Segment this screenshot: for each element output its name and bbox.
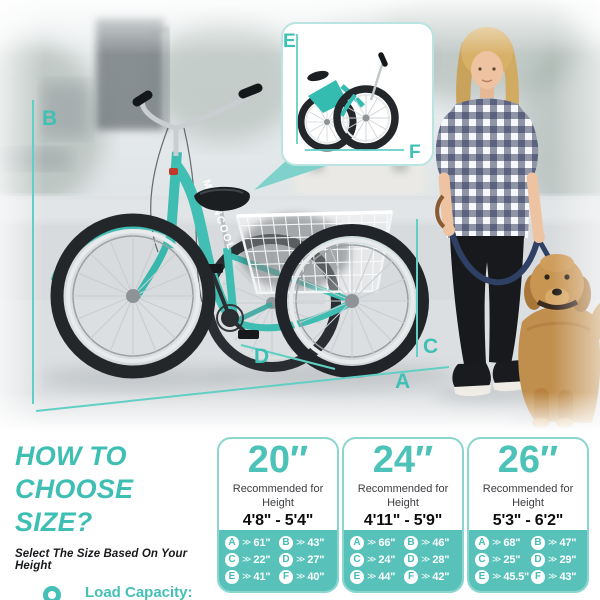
dim-row: F ≫ 40" [279, 569, 331, 584]
dim-row: B ≫ 47" [531, 535, 581, 550]
folded-inset: E F [254, 22, 434, 190]
handlebar [132, 83, 263, 175]
scene-photo: MOONCOOL [0, 0, 600, 430]
dim-row: C ≫ 25" [475, 552, 529, 567]
chevron-icon: ≫ [296, 571, 305, 582]
dim-line-A [35, 366, 450, 412]
chevron-icon: ≫ [492, 537, 501, 548]
dim-row: D ≫ 28" [404, 552, 456, 567]
chooser-intro: HOW TO CHOOSE SIZE? Select The Size Base… [0, 430, 214, 600]
dim-row: E ≫ 41" [225, 569, 277, 584]
chevron-icon: ≫ [367, 537, 376, 548]
dimensions-list: A ≫ 68" B ≫ 47" C ≫ 25" D ≫ 29" E ≫ 45.5" F ≫ 43" [469, 530, 587, 591]
chevron-icon: ≫ [296, 554, 305, 565]
size-chooser-section: HOW TO CHOOSE SIZE? Select The Size Base… [0, 430, 600, 600]
dim-label-B: B [42, 107, 57, 130]
chevron-icon: ≫ [367, 571, 376, 582]
dim-row: E ≫ 45.5" [475, 569, 529, 584]
recommended-text: Recommended for Height [482, 482, 574, 510]
dim-row: C ≫ 24" [350, 552, 402, 567]
wheel-size: 26″ [497, 439, 559, 481]
left-arm [438, 172, 454, 232]
chevron-icon: ≫ [548, 571, 557, 582]
chevron-icon: ≫ [421, 537, 430, 548]
pedal [238, 330, 259, 339]
title-line-1: HOW TO [15, 441, 127, 471]
dim-row: F ≫ 43" [531, 569, 581, 584]
chevron-icon: ≫ [242, 554, 251, 565]
dim-label-A: A [395, 370, 410, 393]
dimensions-list: A ≫ 61" B ≫ 43" C ≫ 22" D ≫ 27" E ≫ 41" F ≫ 40" [219, 530, 337, 591]
chevron-icon: ≫ [367, 554, 376, 565]
woman [435, 27, 561, 396]
dimension-labels: B A D C [42, 107, 438, 393]
wheel-size: 24″ [372, 439, 434, 481]
size-cards: 20″ Recommended for Height 4'8" - 5'4" A… [214, 430, 600, 600]
dim-row: F ≫ 42" [404, 569, 456, 584]
height-range: 5'3" - 6'2" [492, 512, 564, 530]
dim-label-F: F [409, 142, 421, 163]
section-subtitle: Select The Size Based On Your Height [15, 547, 188, 572]
chevron-icon: ≫ [492, 571, 501, 582]
folded-saddle [307, 70, 329, 82]
height-range: 4'8" - 5'4" [242, 512, 314, 530]
load-capacity: Load Capacity: 350LBS [15, 584, 214, 600]
reflector [169, 168, 178, 175]
wheel-size: 20″ [247, 439, 309, 481]
chevron-icon: ≫ [548, 554, 557, 565]
dim-row: A ≫ 61" [225, 535, 277, 550]
height-range: 4'11" - 5'9" [363, 512, 443, 530]
dim-line-D [240, 344, 336, 370]
load-capacity-label: Load Capacity: [85, 583, 193, 600]
chevron-icon: ≫ [548, 537, 557, 548]
gingham-top [445, 98, 530, 238]
chevron-icon: ≫ [421, 571, 430, 582]
chevron-icon: ≫ [242, 537, 251, 548]
right-arm [526, 172, 544, 238]
rear-wheel-near [275, 224, 429, 378]
dim-row: A ≫ 68" [475, 535, 529, 550]
section-title: HOW TO CHOOSE SIZE? [15, 440, 214, 539]
size-card-24: 24″ Recommended for Height 4'11" - 5'9" … [342, 437, 464, 593]
dimension-lines [32, 100, 450, 412]
left-grip [132, 90, 153, 107]
right-grip [238, 83, 263, 99]
saddle [194, 186, 250, 211]
sneaker [492, 360, 527, 385]
dimensions-list: A ≫ 66" B ≫ 46" C ≫ 24" D ≫ 28" E ≫ 44" F ≫ 42" [344, 530, 462, 591]
dim-row: D ≫ 29" [531, 552, 581, 567]
dim-label-E: E [283, 31, 296, 52]
dog-leash [449, 229, 540, 286]
vignette [0, 0, 600, 430]
recommended-text: Recommended for Height [232, 482, 324, 510]
face [471, 51, 503, 89]
chevron-icon: ≫ [242, 571, 251, 582]
chevron-icon: ≫ [421, 554, 430, 565]
front-wheel [50, 213, 216, 379]
chevron-icon: ≫ [492, 554, 501, 565]
dim-row: C ≫ 22" [225, 552, 277, 567]
dim-row: B ≫ 46" [404, 535, 456, 550]
title-line-2: CHOOSE SIZE? [15, 473, 134, 537]
dim-label-C: C [423, 335, 438, 358]
recommended-text: Recommended for Height [357, 482, 449, 510]
dim-row: D ≫ 27" [279, 552, 331, 567]
weight-icon [43, 586, 61, 600]
size-card-26: 26″ Recommended for Height 5'3" - 6'2" A… [467, 437, 589, 593]
sneaker [452, 363, 491, 389]
leash-handle [435, 194, 446, 229]
folded-tricycle [297, 52, 399, 152]
dim-row: B ≫ 43" [279, 535, 331, 550]
dim-row: A ≫ 66" [350, 535, 402, 550]
dim-row: E ≫ 44" [350, 569, 402, 584]
size-card-20: 20″ Recommended for Height 4'8" - 5'4" A… [217, 437, 339, 593]
dim-label-D: D [254, 345, 269, 368]
chevron-icon: ≫ [296, 537, 305, 548]
